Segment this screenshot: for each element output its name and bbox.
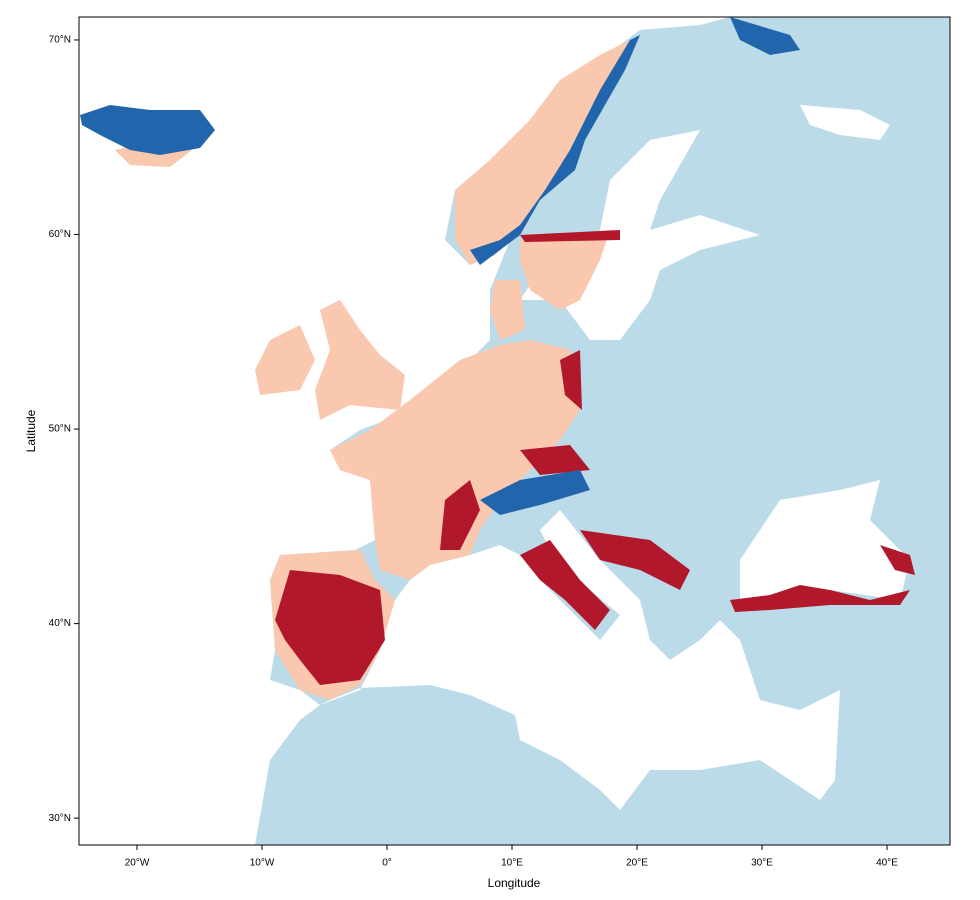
turkey-coast [730, 585, 910, 612]
y-axis-title: Latitude [24, 409, 38, 452]
map-area [79, 17, 950, 845]
caucasus [880, 545, 915, 575]
sweden-strip [520, 230, 620, 242]
norway-coast [455, 35, 640, 265]
x-tick-label: 0° [382, 858, 392, 869]
iceland [80, 105, 215, 155]
atlantic [79, 17, 730, 845]
x-tick-label: 10°E [501, 858, 523, 869]
x-tick-label: 30°E [751, 858, 773, 869]
iberia-high [275, 570, 385, 685]
y-tick-label: 70°N [49, 35, 71, 46]
mediterranean [320, 510, 840, 810]
x-axis-title: Longitude [488, 876, 541, 890]
black-sea [740, 480, 910, 600]
y-tick-label: 50°N [49, 424, 71, 435]
kola [730, 17, 800, 55]
balkans [580, 530, 690, 590]
y-tick-label: 60°N [49, 229, 71, 240]
y-tick-label: 40°N [49, 618, 71, 629]
ireland [255, 325, 315, 395]
y-tick-label: 30°N [49, 813, 71, 824]
x-tick-label: 40°E [876, 858, 898, 869]
alps [480, 470, 590, 515]
x-tick-label: 20°E [626, 858, 648, 869]
plot-frame [78, 16, 951, 846]
x-tick-label: 20°W [125, 858, 150, 869]
x-tick-label: 10°W [250, 858, 275, 869]
white-sea [800, 105, 890, 140]
south-sweden [520, 230, 610, 310]
norway-mountains [470, 35, 640, 265]
rhone [440, 480, 480, 550]
britain [315, 300, 405, 420]
western-europe [330, 340, 580, 580]
alps-north [520, 445, 590, 475]
poland-strip [560, 350, 582, 410]
italy [520, 540, 610, 630]
denmark [490, 280, 525, 340]
